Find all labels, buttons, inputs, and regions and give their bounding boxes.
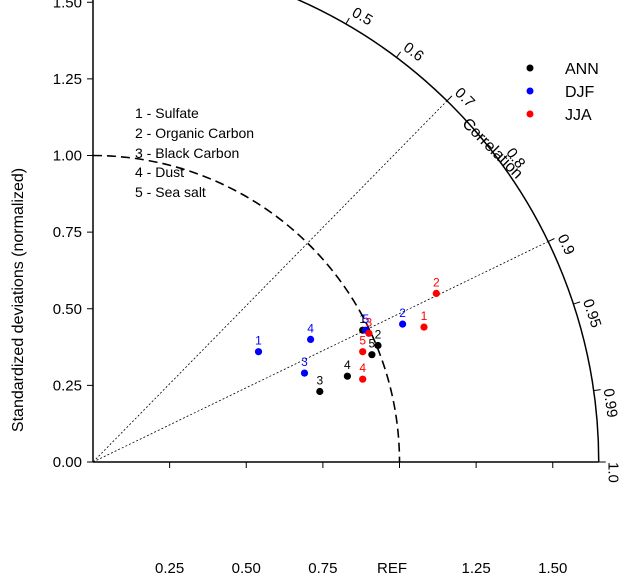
y-tick-label: 1.25 (53, 71, 82, 88)
legend-label-jja: JJA (565, 107, 592, 124)
correlation-tick (446, 95, 453, 102)
y-tick-label: 1.50 (53, 0, 82, 11)
correlation-tick-label: 0.7 (451, 84, 478, 111)
annotation-line: 1 - Sulfate (135, 105, 199, 121)
data-point (368, 351, 376, 359)
correlation-tick (573, 301, 581, 305)
correlation-tick (396, 51, 402, 58)
correlation-tick (497, 153, 504, 159)
data-point-label: 4 (344, 358, 351, 372)
data-point-label: 4 (359, 361, 366, 375)
correlation-tick (547, 238, 555, 243)
legend: ANN DJF JJA (526, 61, 599, 124)
data-point-label: 3 (301, 355, 308, 369)
correlation-tick-label: 0.5 (349, 4, 376, 29)
x-tick-label: 0.50 (232, 560, 261, 577)
legend-marker-ann (526, 64, 534, 72)
x-tick-label: 1.50 (538, 560, 567, 577)
annotation-line: 5 - Sea salt (135, 184, 206, 200)
legend-label-djf: DJF (565, 84, 595, 101)
data-point-label: 3 (316, 374, 323, 388)
correlation-tick (345, 17, 350, 25)
data-point-label: 2 (399, 306, 406, 320)
data-point-label: 1 (255, 334, 262, 348)
data-point (399, 320, 407, 328)
x-tick-label: 0.25 (155, 560, 184, 577)
data-point-label: 2 (375, 328, 382, 342)
legend-label-ann: ANN (565, 61, 599, 78)
annotation-block: 1 - Sulfate 2 - Organic Carbon 3 - Black… (135, 105, 254, 200)
y-tick-label: 1.00 (53, 148, 82, 165)
x-tick-label: 1.25 (462, 560, 491, 577)
data-point-label: 5 (359, 334, 366, 348)
data-point (359, 348, 367, 356)
y-tick-label: 0.25 (53, 377, 82, 394)
correlation-tick (593, 389, 601, 392)
annotation-line: 2 - Organic Carbon (135, 125, 254, 141)
reference-lines (92, 100, 549, 463)
data-point-label: 1 (421, 309, 428, 323)
y-tick-label: 0.50 (53, 301, 82, 318)
data-point-label: 5 (362, 312, 369, 326)
ref-label: REF (377, 560, 407, 577)
x-tick-label: 0.75 (308, 560, 337, 577)
outer-correlation-arc (296, 0, 600, 463)
data-point (254, 348, 263, 356)
data-point-label: 1 (359, 312, 366, 326)
correlation-tick-label: 0.9 (554, 232, 578, 258)
y-tick-label: 0.00 (53, 454, 82, 471)
correlation-tick-label: 0.99 (600, 387, 621, 418)
reference-std-arc (92, 154, 401, 463)
y-tick-label: 0.75 (53, 224, 82, 241)
data-point-label: 3 (366, 315, 373, 329)
axis-ticks: 0.000.250.500.751.001.251.500.25 0.50 0.75… (53, 0, 622, 577)
legend-marker-djf (526, 87, 534, 95)
data-point-label: 5 (369, 337, 376, 351)
annotation-line: 4 - Dust (135, 164, 184, 180)
data-point (300, 369, 309, 377)
data-point-label: 4 (307, 321, 314, 335)
data-point (343, 372, 351, 380)
annotation-line: 3 - Black Carbon (135, 145, 239, 161)
data-point (374, 341, 382, 350)
data-point (432, 289, 440, 297)
data-point (365, 329, 373, 337)
correlation-tick-label: 1.0 (605, 462, 622, 483)
diagram-frame (92, 0, 600, 463)
data-point (359, 375, 367, 383)
y-axis-title: Standardized deviations (normalized) (10, 168, 27, 432)
correlation-reference-line (92, 241, 549, 463)
correlation-tick-label: 0.6 (400, 39, 427, 65)
legend-marker-jja (526, 110, 534, 118)
correlation-reference-line (92, 100, 448, 463)
data-point (316, 387, 324, 396)
data-point (307, 335, 315, 343)
data-point (420, 323, 428, 331)
correlation-tick-label: 0.95 (579, 297, 604, 330)
data-point-label: 2 (433, 275, 440, 289)
